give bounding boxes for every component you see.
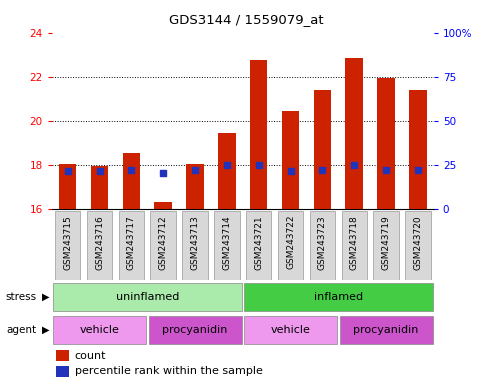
FancyBboxPatch shape bbox=[244, 316, 337, 344]
Bar bbox=[154, 202, 172, 209]
Bar bbox=[314, 90, 331, 209]
Text: GSM243716: GSM243716 bbox=[95, 215, 104, 270]
FancyBboxPatch shape bbox=[278, 211, 303, 280]
Text: ▶: ▶ bbox=[41, 292, 49, 302]
Bar bbox=[56, 350, 69, 361]
FancyBboxPatch shape bbox=[53, 283, 242, 311]
Text: GSM243717: GSM243717 bbox=[127, 215, 136, 270]
Point bbox=[64, 167, 71, 174]
Text: GSM243715: GSM243715 bbox=[63, 215, 72, 270]
Text: procyanidin: procyanidin bbox=[353, 325, 419, 335]
Bar bbox=[409, 90, 426, 209]
Point bbox=[127, 167, 135, 173]
Text: stress: stress bbox=[6, 292, 37, 302]
Point bbox=[223, 162, 231, 168]
FancyBboxPatch shape bbox=[342, 211, 367, 280]
Point bbox=[351, 162, 358, 168]
Bar bbox=[91, 166, 108, 209]
Point bbox=[191, 167, 199, 173]
FancyBboxPatch shape bbox=[244, 283, 432, 311]
FancyBboxPatch shape bbox=[55, 211, 80, 280]
Text: GSM243721: GSM243721 bbox=[254, 215, 263, 270]
Point bbox=[318, 167, 326, 173]
FancyBboxPatch shape bbox=[182, 211, 208, 280]
Text: GSM243718: GSM243718 bbox=[350, 215, 359, 270]
FancyBboxPatch shape bbox=[340, 316, 432, 344]
Text: vehicle: vehicle bbox=[271, 325, 311, 335]
Text: inflamed: inflamed bbox=[314, 292, 363, 302]
FancyBboxPatch shape bbox=[53, 316, 146, 344]
Bar bbox=[218, 133, 236, 209]
Bar bbox=[186, 164, 204, 209]
Text: count: count bbox=[75, 351, 106, 361]
Point bbox=[255, 162, 263, 168]
Text: GDS3144 / 1559079_at: GDS3144 / 1559079_at bbox=[169, 13, 324, 26]
Point bbox=[414, 167, 422, 173]
Text: ▶: ▶ bbox=[41, 325, 49, 335]
Bar bbox=[282, 111, 299, 209]
Text: GSM243720: GSM243720 bbox=[414, 215, 423, 270]
FancyBboxPatch shape bbox=[119, 211, 144, 280]
FancyBboxPatch shape bbox=[310, 211, 335, 280]
Point bbox=[159, 170, 167, 176]
Text: procyanidin: procyanidin bbox=[162, 325, 228, 335]
Bar bbox=[123, 153, 140, 209]
Text: GSM243723: GSM243723 bbox=[318, 215, 327, 270]
Text: GSM243714: GSM243714 bbox=[222, 215, 231, 270]
FancyBboxPatch shape bbox=[246, 211, 272, 280]
FancyBboxPatch shape bbox=[87, 211, 112, 280]
Bar bbox=[56, 366, 69, 377]
Point bbox=[382, 167, 390, 173]
Text: GSM243722: GSM243722 bbox=[286, 215, 295, 270]
FancyBboxPatch shape bbox=[148, 316, 242, 344]
Text: GSM243712: GSM243712 bbox=[159, 215, 168, 270]
Text: uninflamed: uninflamed bbox=[115, 292, 179, 302]
Point bbox=[96, 167, 104, 174]
Text: vehicle: vehicle bbox=[79, 325, 119, 335]
Text: GSM243713: GSM243713 bbox=[190, 215, 200, 270]
Point bbox=[286, 167, 294, 174]
FancyBboxPatch shape bbox=[405, 211, 431, 280]
Bar bbox=[377, 78, 395, 209]
Bar bbox=[59, 164, 76, 209]
FancyBboxPatch shape bbox=[150, 211, 176, 280]
Bar bbox=[346, 58, 363, 209]
FancyBboxPatch shape bbox=[214, 211, 240, 280]
Text: GSM243719: GSM243719 bbox=[382, 215, 390, 270]
Bar bbox=[250, 60, 268, 209]
FancyBboxPatch shape bbox=[373, 211, 399, 280]
Text: agent: agent bbox=[6, 325, 36, 335]
Text: percentile rank within the sample: percentile rank within the sample bbox=[75, 366, 263, 376]
